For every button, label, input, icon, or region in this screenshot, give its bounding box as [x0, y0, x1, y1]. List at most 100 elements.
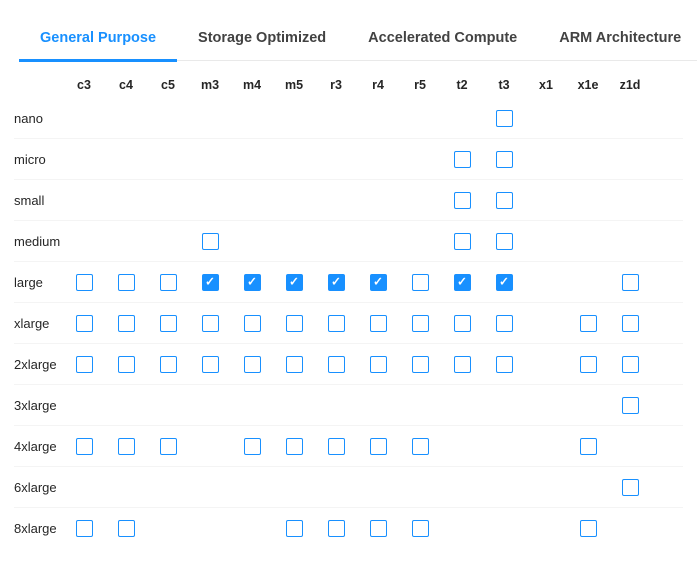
check-icon: ✓ [498, 274, 510, 289]
matrix-cell-2xlarge-m5 [273, 355, 315, 373]
checkbox-2xlarge-r3[interactable] [327, 355, 345, 373]
checkbox-medium-t2[interactable] [453, 232, 471, 250]
checkbox-nano-t3[interactable] [495, 109, 513, 127]
check-icon: ✓ [372, 274, 384, 289]
checkbox-xlarge-c5[interactable] [159, 314, 177, 332]
matrix-cell-medium-m3 [189, 232, 231, 250]
checkbox-2xlarge-t2[interactable] [453, 355, 471, 373]
checkbox-large-r5[interactable] [411, 273, 429, 291]
matrix-cell-2xlarge-t2 [441, 355, 483, 373]
checkbox-large-m3[interactable]: ✓ [201, 273, 219, 291]
checkbox-4xlarge-r4[interactable] [369, 437, 387, 455]
checkbox-2xlarge-m3[interactable] [201, 355, 219, 373]
tab-general-purpose[interactable]: General Purpose [19, 22, 178, 62]
checkbox-8xlarge-r4[interactable] [369, 520, 387, 537]
column-header-r3: r3 [330, 77, 342, 92]
checkbox-2xlarge-r5[interactable] [411, 355, 429, 373]
checkbox-4xlarge-c5[interactable] [159, 437, 177, 455]
checkbox-2xlarge-r4[interactable] [369, 355, 387, 373]
matrix-cell-2xlarge-z1d [609, 355, 651, 373]
matrix-cell-2xlarge-r3 [315, 355, 357, 373]
checkbox-2xlarge-c4[interactable] [117, 355, 135, 373]
matrix-cell-4xlarge-c5 [147, 437, 189, 455]
checkbox-2xlarge-z1d[interactable] [621, 355, 639, 373]
tab-arm-architecture[interactable]: ARM Architecture [559, 30, 682, 46]
checkbox-medium-t3[interactable] [495, 232, 513, 250]
checkbox-xlarge-m3[interactable] [201, 314, 219, 332]
checkbox-xlarge-r3[interactable] [327, 314, 345, 332]
matrix-cell-2xlarge-c3 [63, 355, 105, 373]
checkbox-small-t2[interactable] [453, 191, 471, 209]
checkbox-2xlarge-m5[interactable] [285, 355, 303, 373]
checkbox-xlarge-t2[interactable] [453, 314, 471, 332]
row-label-nano: nano [14, 110, 43, 126]
checkbox-xlarge-m4[interactable] [243, 314, 261, 332]
matrix-row-medium: medium [14, 221, 683, 262]
checkbox-4xlarge-r3[interactable] [327, 437, 345, 455]
checkbox-4xlarge-x1e[interactable] [579, 437, 597, 455]
checkbox-large-c3[interactable] [75, 273, 93, 291]
checkbox-xlarge-x1e[interactable] [579, 314, 597, 332]
checkbox-8xlarge-x1e[interactable] [579, 520, 597, 537]
checkbox-2xlarge-x1e[interactable] [579, 355, 597, 373]
checkbox-large-m4[interactable]: ✓ [243, 273, 261, 291]
matrix-cell-xlarge-m5 [273, 314, 315, 332]
checkbox-large-c4[interactable] [117, 273, 135, 291]
checkbox-small-t3[interactable] [495, 191, 513, 209]
tab-accelerated-compute[interactable]: Accelerated Compute [368, 30, 518, 46]
column-header-t2: t2 [456, 77, 468, 92]
checkbox-micro-t2[interactable] [453, 150, 471, 168]
matrix-row-micro: micro [14, 139, 683, 180]
column-header-m3: m3 [200, 77, 220, 92]
checkbox-large-r3[interactable]: ✓ [327, 273, 345, 291]
column-header-m5: m5 [284, 77, 304, 92]
matrix-cell-8xlarge-r3 [315, 520, 357, 537]
column-header-c4: c4 [119, 77, 133, 92]
checkbox-8xlarge-r5[interactable] [411, 520, 429, 537]
checkbox-4xlarge-c4[interactable] [117, 437, 135, 455]
checkbox-medium-m3[interactable] [201, 232, 219, 250]
checkbox-xlarge-m5[interactable] [285, 314, 303, 332]
row-label-large: large [14, 274, 43, 290]
checkbox-xlarge-t3[interactable] [495, 314, 513, 332]
column-header-x1e: x1e [577, 77, 599, 92]
checkbox-2xlarge-c3[interactable] [75, 355, 93, 373]
matrix-cell-xlarge-r3 [315, 314, 357, 332]
checkbox-large-t3[interactable]: ✓ [495, 273, 513, 291]
matrix-cell-small-t3 [483, 191, 525, 209]
checkbox-8xlarge-r3[interactable] [327, 520, 345, 537]
checkbox-xlarge-r4[interactable] [369, 314, 387, 332]
checkbox-xlarge-c4[interactable] [117, 314, 135, 332]
checkbox-4xlarge-r5[interactable] [411, 437, 429, 455]
row-label-medium: medium [14, 233, 61, 249]
matrix-cell-4xlarge-m4 [231, 437, 273, 455]
checkbox-large-m5[interactable]: ✓ [285, 273, 303, 291]
matrix-cell-4xlarge-c4 [105, 437, 147, 455]
checkbox-xlarge-r5[interactable] [411, 314, 429, 332]
checkbox-micro-t3[interactable] [495, 150, 513, 168]
check-icon: ✓ [456, 274, 468, 289]
checkbox-xlarge-z1d[interactable] [621, 314, 639, 332]
tab-storage-optimized[interactable]: Storage Optimized [198, 30, 327, 46]
checkbox-2xlarge-t3[interactable] [495, 355, 513, 373]
checkbox-large-t2[interactable]: ✓ [453, 273, 471, 291]
checkbox-large-z1d[interactable] [621, 273, 639, 291]
checkbox-6xlarge-z1d[interactable] [621, 478, 639, 496]
matrix-cell-large-c3 [63, 273, 105, 291]
checkbox-large-c5[interactable] [159, 273, 177, 291]
checkbox-4xlarge-m5[interactable] [285, 437, 303, 455]
checkbox-8xlarge-c3[interactable] [75, 520, 93, 537]
column-header-r4: r4 [372, 77, 384, 92]
checkbox-2xlarge-c5[interactable] [159, 355, 177, 373]
checkbox-large-r4[interactable]: ✓ [369, 273, 387, 291]
matrix-cell-xlarge-x1e [567, 314, 609, 332]
checkbox-8xlarge-c4[interactable] [117, 520, 135, 537]
checkbox-2xlarge-m4[interactable] [243, 355, 261, 373]
checkbox-xlarge-c3[interactable] [75, 314, 93, 332]
checkbox-8xlarge-m5[interactable] [285, 520, 303, 537]
check-icon: ✓ [204, 274, 216, 289]
checkbox-4xlarge-c3[interactable] [75, 437, 93, 455]
checkbox-4xlarge-m4[interactable] [243, 437, 261, 455]
checkbox-3xlarge-z1d[interactable] [621, 396, 639, 414]
matrix-cell-large-m5: ✓ [273, 273, 315, 291]
